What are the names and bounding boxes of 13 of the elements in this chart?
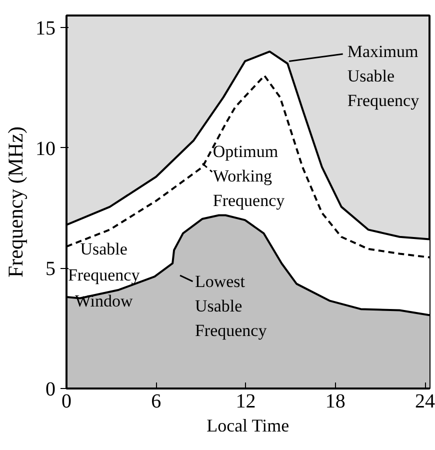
y-tick-label: 10	[36, 138, 56, 160]
legend-label: Maximum Usable Frequency	[347, 42, 420, 110]
legend-label: Lowest Usable Frequency	[194, 272, 268, 340]
y-tick-label: 5	[46, 258, 56, 280]
x-tick-label: 0	[62, 390, 72, 412]
x-tick-label: 18	[325, 390, 346, 412]
x-axis-title: Local Time	[206, 416, 290, 436]
y-axis-title: Frequency (MHz)	[4, 126, 28, 278]
x-tick-label: 6	[151, 390, 162, 412]
legend-label: Optimum Working Frequency	[212, 142, 286, 210]
x-tick-label: 12	[236, 390, 256, 412]
y-tick-label: 15	[36, 18, 56, 40]
x-tick-label: 24	[415, 390, 435, 412]
